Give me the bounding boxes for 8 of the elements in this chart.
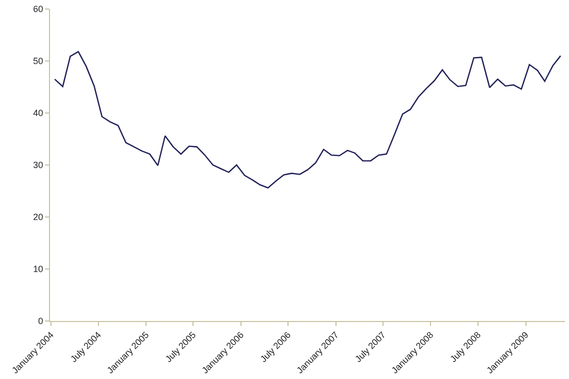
y-tick-label: 60 — [33, 4, 44, 14]
y-tick-label: 20 — [33, 212, 44, 222]
y-tick-label: 40 — [33, 108, 44, 118]
line-series — [54, 50, 562, 189]
y-tick-label: 10 — [33, 264, 44, 274]
y-tick-label: 30 — [33, 160, 44, 170]
y-tick-label: 0 — [38, 316, 44, 326]
y-tick-label: 50 — [33, 56, 44, 66]
